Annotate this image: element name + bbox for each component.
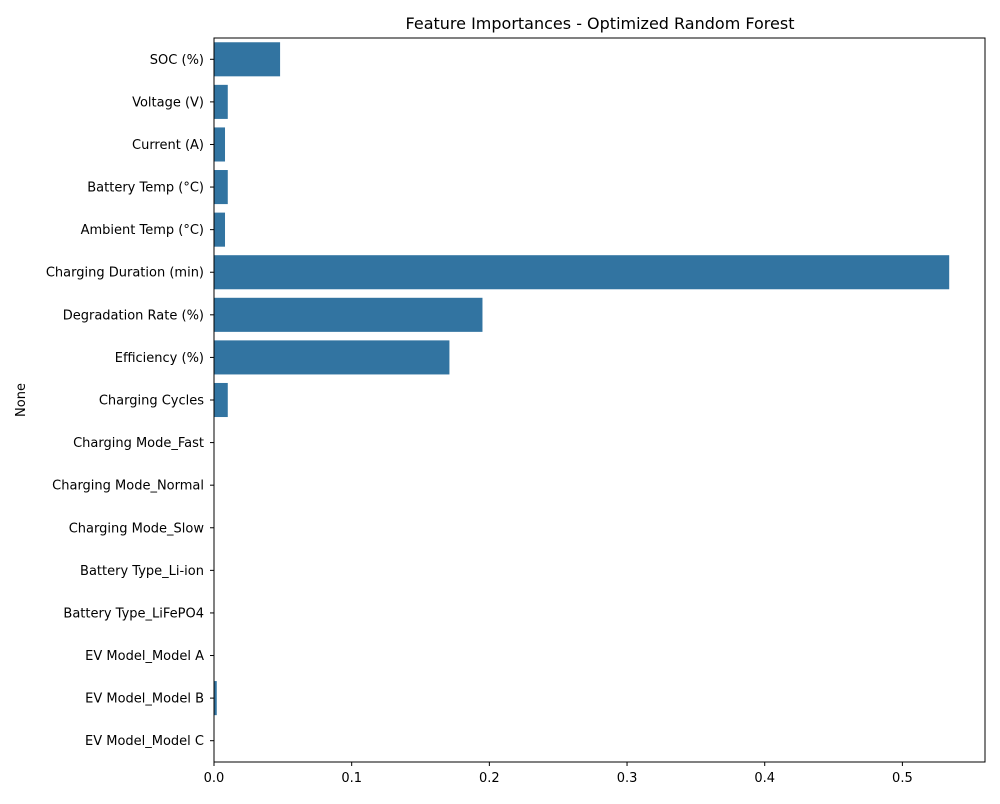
bars-group: [214, 42, 950, 716]
y-tick-label: Charging Mode_Fast: [73, 436, 204, 451]
bar: [214, 84, 228, 119]
y-tick-label: SOC (%): [150, 53, 204, 68]
bar: [214, 681, 217, 716]
bar: [214, 127, 226, 162]
y-axis-label: None: [14, 383, 29, 417]
y-tick-label: Degradation Rate (%): [63, 308, 204, 323]
y-axis-ticks: SOC (%) Voltage (V) Current (A) Battery Tem…: [46, 53, 214, 749]
y-tick-label: Current (A): [132, 138, 204, 153]
x-tick-label: 0.4: [754, 771, 775, 786]
bar: [214, 382, 228, 418]
bar: [214, 170, 228, 205]
x-tick-label: 0.2: [479, 771, 500, 786]
y-tick-label: Ambient Temp (°C): [81, 223, 204, 238]
x-tick-label: 0.0: [204, 771, 225, 786]
x-tick-label: 0.3: [617, 771, 638, 786]
x-tick-label: 0.1: [341, 771, 362, 786]
y-tick-label: Battery Type_LiFePO4: [63, 606, 204, 621]
bar: [214, 340, 450, 375]
y-tick-label: Charging Cycles: [99, 394, 204, 409]
chart-title: Feature Importances - Optimized Random F…: [406, 14, 795, 33]
y-tick-label: Battery Type_Li-ion: [80, 564, 204, 579]
y-tick-label: Battery Temp (°C): [87, 181, 204, 196]
y-tick-label: EV Model_Model A: [85, 649, 204, 664]
y-tick-label: Charging Mode_Slow: [69, 521, 205, 536]
bar: [214, 255, 950, 290]
y-tick-label: Efficiency (%): [115, 351, 204, 366]
bar: [214, 212, 226, 247]
bar: [214, 42, 281, 77]
y-tick-label: Voltage (V): [132, 95, 204, 110]
y-tick-label: Charging Mode_Normal: [52, 479, 204, 494]
y-tick-label: EV Model_Model B: [85, 692, 204, 707]
plot-frame: [213, 37, 986, 763]
x-axis-ticks: 0.0 0.1 0.2 0.3 0.4 0.5: [204, 762, 913, 786]
y-tick-label: Charging Duration (min): [46, 266, 204, 281]
y-tick-label: EV Model_Model C: [85, 734, 204, 749]
x-tick-label: 0.5: [892, 771, 913, 786]
bar: [214, 297, 483, 332]
